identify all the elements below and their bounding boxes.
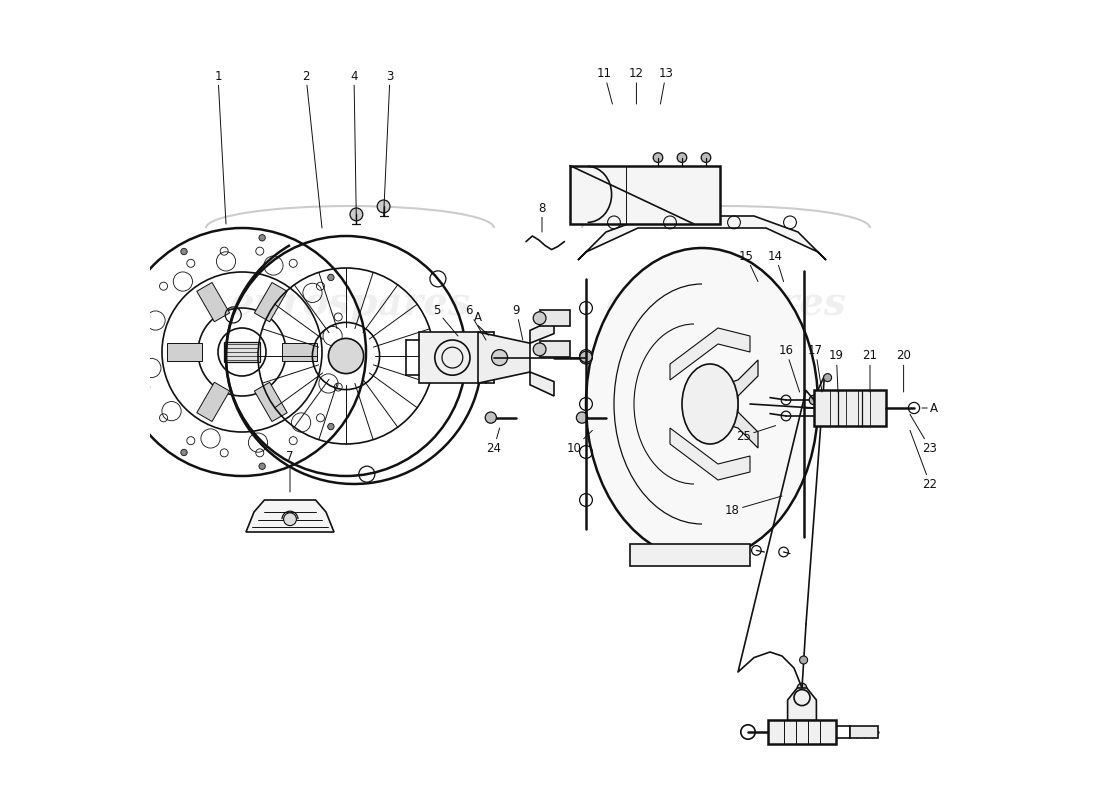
Text: 13: 13 — [659, 67, 673, 104]
Circle shape — [328, 274, 334, 281]
Text: 18: 18 — [725, 496, 782, 517]
Circle shape — [258, 234, 265, 241]
Polygon shape — [570, 166, 721, 224]
Circle shape — [534, 312, 546, 325]
Circle shape — [798, 683, 806, 693]
Text: 19: 19 — [829, 350, 844, 392]
Text: 11: 11 — [597, 67, 613, 104]
Text: 3: 3 — [384, 70, 394, 216]
Polygon shape — [254, 282, 287, 322]
Circle shape — [180, 248, 187, 254]
Polygon shape — [788, 688, 816, 720]
Polygon shape — [670, 428, 750, 480]
Text: eurospares: eurospares — [606, 285, 846, 323]
Circle shape — [800, 656, 807, 664]
Ellipse shape — [682, 364, 738, 444]
Circle shape — [824, 374, 832, 382]
Bar — [419, 332, 486, 383]
Circle shape — [328, 423, 334, 430]
Circle shape — [350, 208, 363, 221]
Text: 25: 25 — [736, 426, 776, 442]
Polygon shape — [197, 382, 230, 422]
Ellipse shape — [586, 248, 818, 560]
Circle shape — [580, 351, 593, 364]
Text: 8: 8 — [538, 202, 546, 232]
Polygon shape — [670, 328, 750, 380]
Circle shape — [355, 349, 361, 355]
Polygon shape — [167, 343, 202, 361]
Bar — [850, 726, 878, 738]
Bar — [814, 390, 886, 426]
Text: 23: 23 — [910, 414, 937, 454]
Text: 2: 2 — [302, 70, 322, 228]
Bar — [768, 720, 836, 744]
Text: 14: 14 — [768, 250, 783, 282]
Circle shape — [329, 338, 364, 374]
Circle shape — [653, 153, 663, 162]
Text: 12: 12 — [629, 67, 644, 104]
Text: A: A — [474, 311, 482, 324]
Text: 22: 22 — [910, 430, 937, 490]
Text: 10: 10 — [566, 430, 593, 454]
Text: 21: 21 — [862, 350, 878, 392]
Bar — [224, 342, 260, 362]
Text: A: A — [922, 402, 938, 414]
Circle shape — [284, 513, 296, 526]
Polygon shape — [282, 343, 317, 361]
Polygon shape — [578, 216, 826, 260]
Text: 17: 17 — [808, 344, 823, 392]
Text: 15: 15 — [738, 250, 758, 282]
Text: 4: 4 — [350, 70, 358, 224]
Bar — [540, 342, 570, 358]
Polygon shape — [246, 500, 334, 532]
Circle shape — [810, 395, 818, 405]
Circle shape — [180, 450, 187, 456]
Text: 20: 20 — [896, 350, 911, 392]
Polygon shape — [197, 282, 230, 322]
Polygon shape — [478, 319, 554, 396]
Text: 5: 5 — [432, 304, 458, 336]
Circle shape — [678, 153, 686, 162]
Text: eurospares: eurospares — [230, 285, 471, 323]
Text: 16: 16 — [779, 344, 800, 392]
Text: 6: 6 — [464, 304, 486, 340]
Circle shape — [701, 153, 711, 162]
Circle shape — [130, 389, 136, 395]
Text: 9: 9 — [513, 304, 522, 340]
Circle shape — [492, 350, 507, 366]
Circle shape — [485, 412, 496, 423]
Polygon shape — [630, 544, 750, 566]
Circle shape — [130, 309, 136, 315]
Text: 1: 1 — [214, 70, 225, 224]
Bar — [540, 310, 570, 326]
Circle shape — [534, 343, 546, 356]
Circle shape — [377, 200, 390, 213]
Circle shape — [258, 463, 265, 470]
Text: 7: 7 — [286, 450, 294, 492]
Polygon shape — [254, 382, 287, 422]
Circle shape — [576, 412, 587, 423]
Text: 24: 24 — [486, 428, 502, 454]
Polygon shape — [686, 360, 758, 448]
